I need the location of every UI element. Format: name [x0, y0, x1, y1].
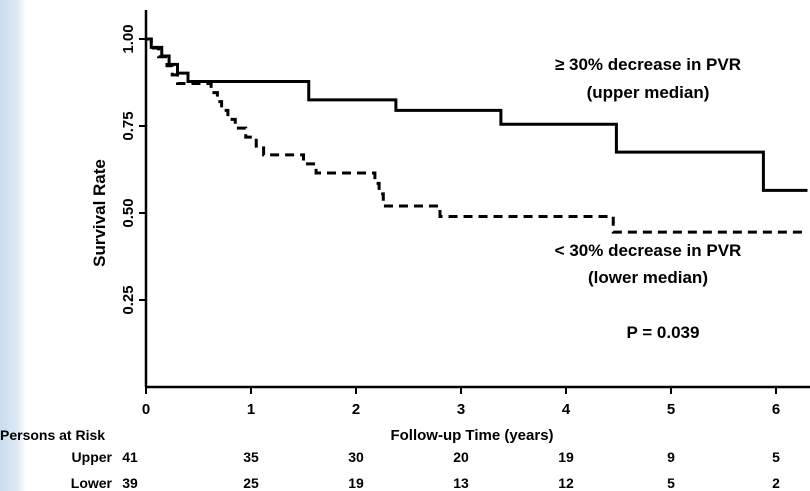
risk-count: 12: [558, 475, 574, 491]
y-tick-label: 1.00: [120, 24, 137, 53]
risk-count: 9: [667, 449, 675, 465]
risk-count: 5: [667, 475, 675, 491]
risk-count: 25: [243, 475, 259, 491]
upper-series-annotation-line1: ≥ 30% decrease in PVR: [555, 55, 741, 74]
risk-count: 2: [772, 475, 780, 491]
upper-series-annotation-line2: (upper median): [587, 83, 710, 102]
risk-count: 5: [772, 449, 780, 465]
x-tick-label: 5: [667, 401, 675, 418]
x-tick-label: 4: [562, 401, 571, 418]
survival-curves: [146, 37, 808, 234]
risk-count: 13: [453, 475, 469, 491]
risk-count: 20: [453, 449, 469, 465]
risk-count: 39: [122, 475, 138, 491]
risk-count: 35: [243, 449, 259, 465]
x-tick-label: 1: [247, 401, 255, 418]
y-axis-label: Survival Rate: [90, 159, 109, 267]
persons-at-risk-title: Persons at Risk: [0, 427, 105, 443]
x-tick-label: 3: [457, 401, 465, 418]
risk-table: Upper 41 35 30 20 19 9 5 Lower 39 25 19 13 12 5 2: [71, 449, 780, 491]
chart-axes: [139, 10, 810, 394]
x-tick-label: 6: [772, 401, 780, 418]
lower-median-curve: [146, 37, 808, 234]
lower-series-annotation-line1: < 30% decrease in PVR: [555, 241, 742, 260]
p-value-label: P = 0.039: [627, 323, 700, 342]
x-tick-label: 0: [142, 401, 150, 418]
x-axis-label: Follow-up Time (years): [390, 427, 553, 444]
lower-series-annotation-line2: (lower median): [588, 268, 708, 287]
y-tick-label: 0.50: [120, 198, 137, 227]
y-tick-label: 0.25: [120, 285, 137, 314]
x-tick-label: 2: [352, 401, 360, 418]
risk-count: 19: [348, 475, 364, 491]
risk-row-label: Upper: [72, 449, 113, 465]
risk-count: 41: [122, 449, 138, 465]
y-tick-label: 0.75: [120, 111, 137, 140]
risk-count: 30: [348, 449, 364, 465]
tick-labels: 0.25 0.50 0.75 1.00 0 1 2 3 4 5 6: [120, 24, 780, 418]
risk-count: 19: [558, 449, 574, 465]
risk-row-label: Lower: [71, 475, 113, 491]
